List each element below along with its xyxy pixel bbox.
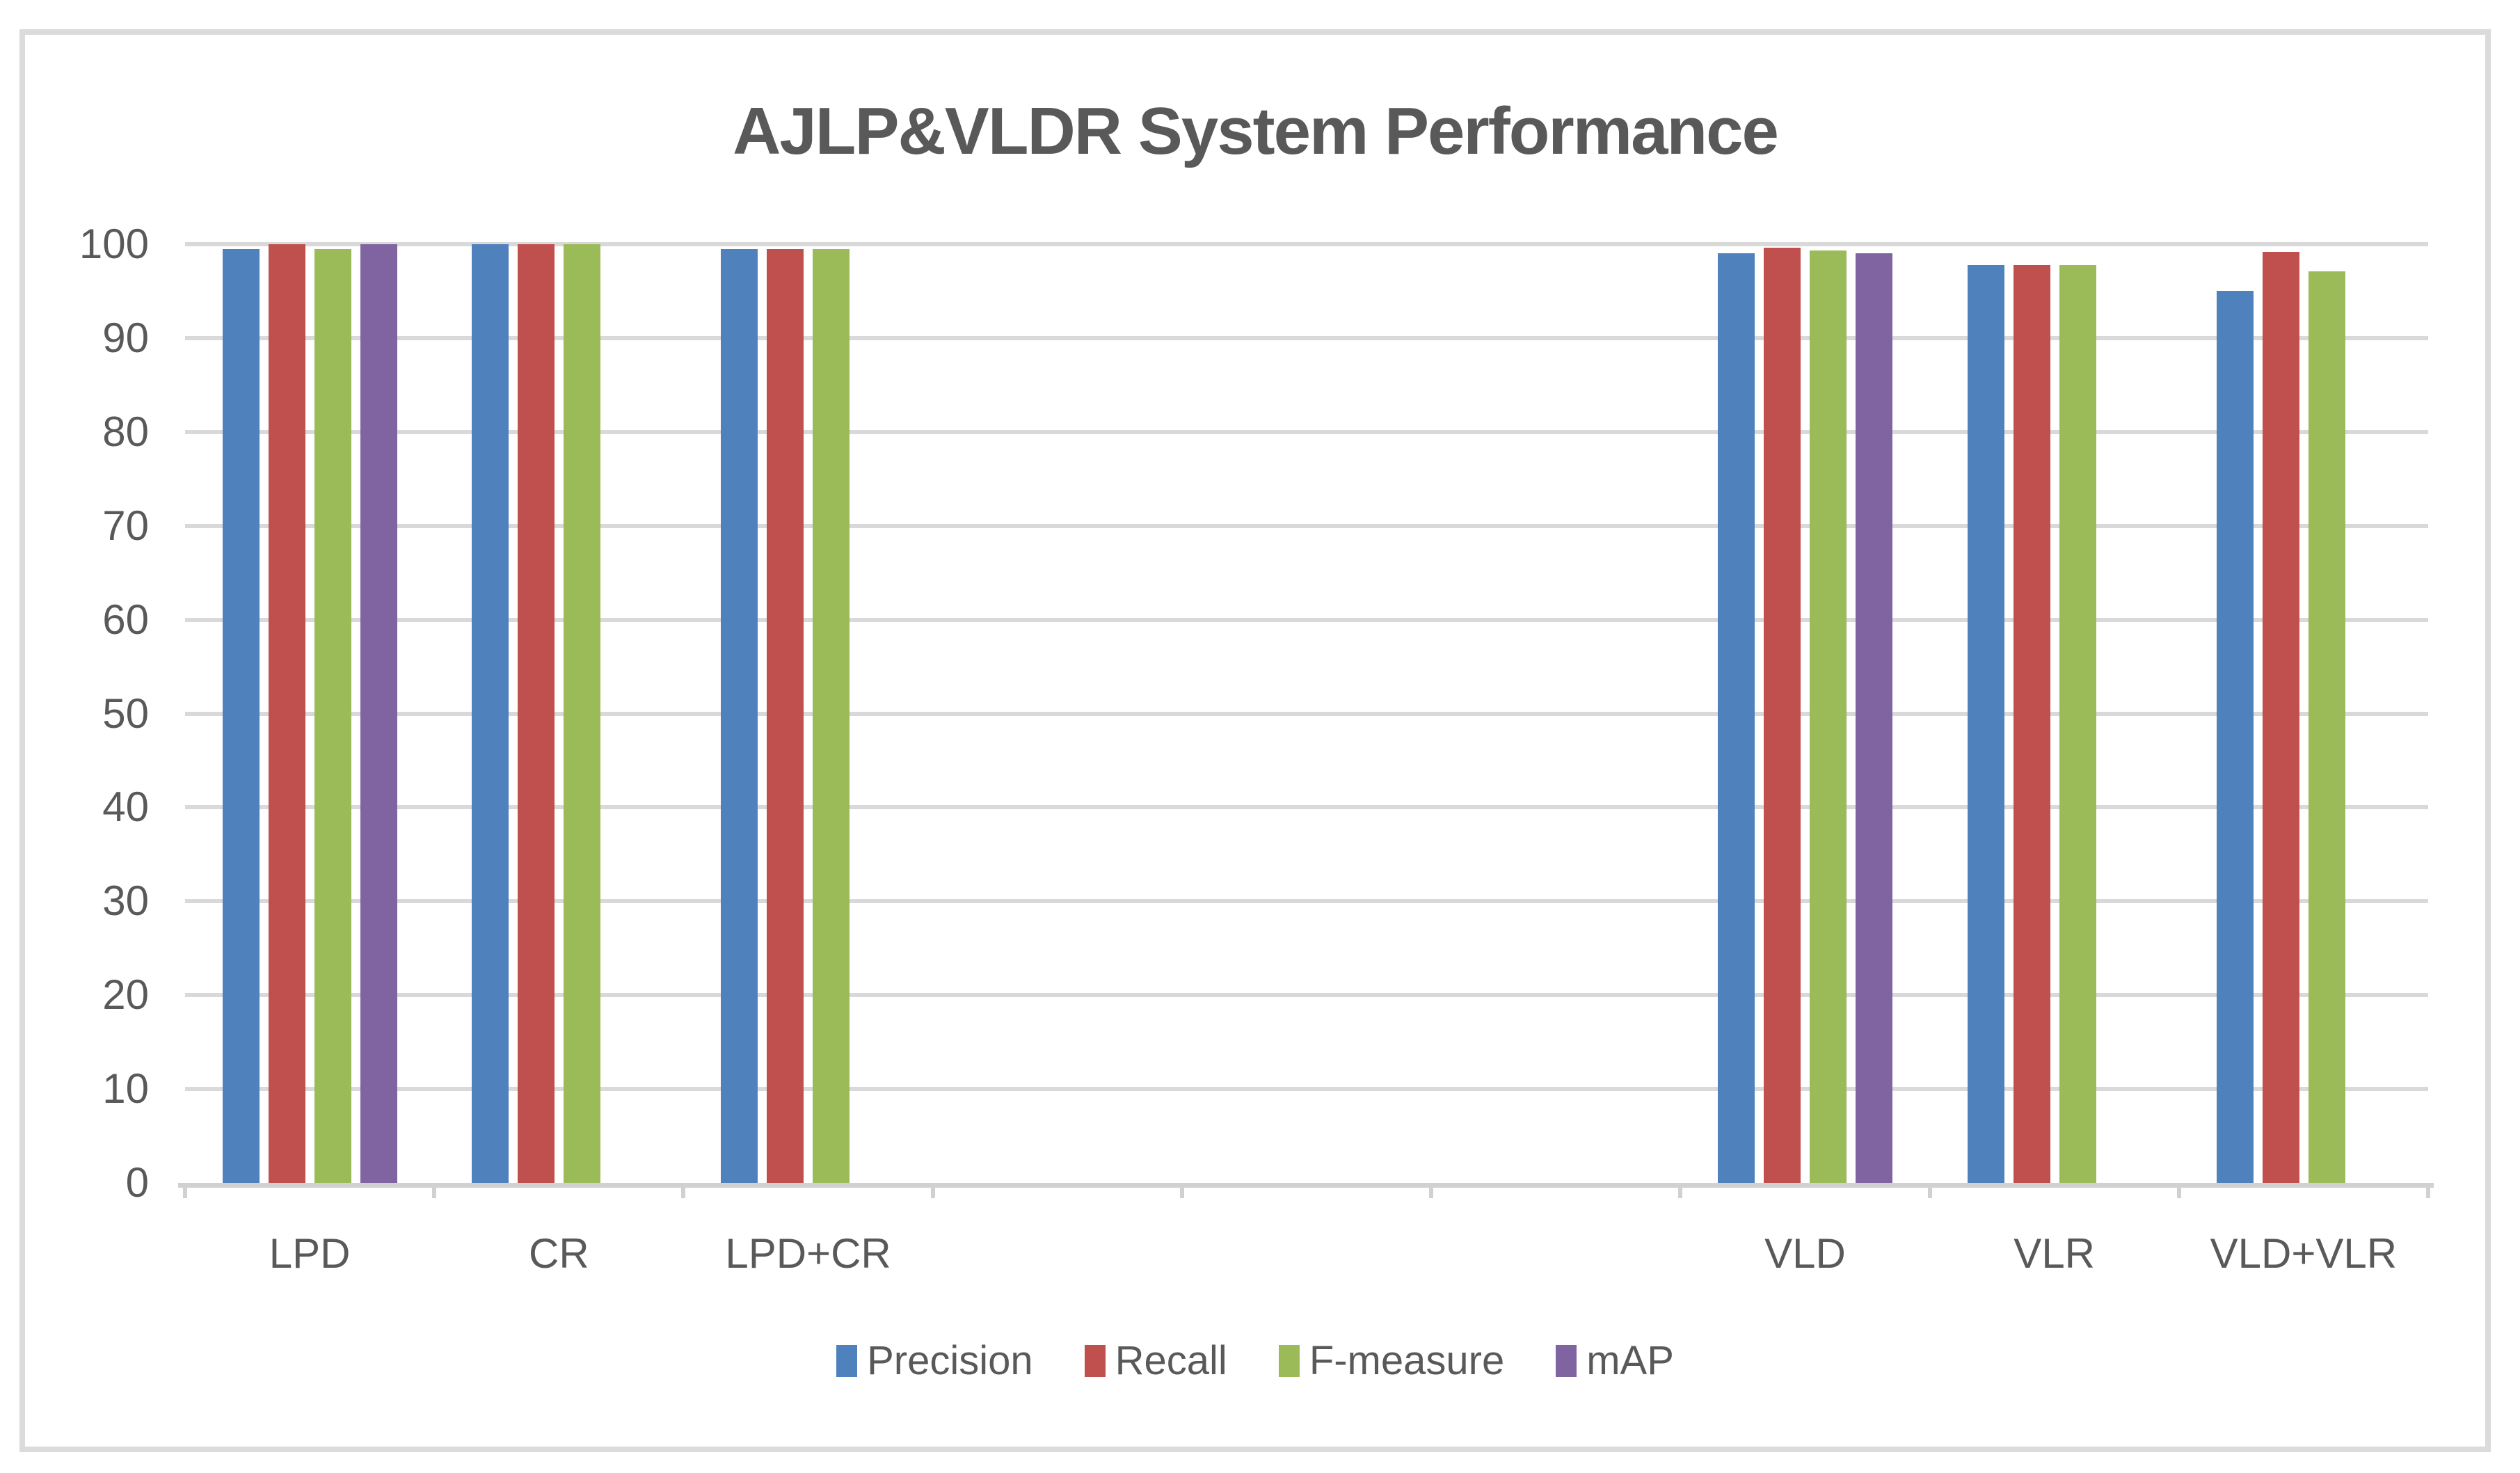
bar-recall-LPD+CR bbox=[767, 248, 804, 1183]
y-gridline bbox=[185, 242, 2428, 246]
y-axis-tick-label: 0 bbox=[125, 1159, 149, 1206]
y-axis-tick-label: 90 bbox=[102, 314, 149, 361]
x-axis-tick bbox=[1429, 1183, 1434, 1198]
bar-recall-VLD bbox=[1764, 248, 1801, 1183]
bar-recall-VLD+VLR bbox=[2262, 251, 2299, 1183]
bar-map-VLD bbox=[1856, 253, 1893, 1183]
legend-swatch-map bbox=[1556, 1345, 1577, 1377]
bar-f-measure-LPD+CR bbox=[813, 248, 850, 1183]
x-axis-tick bbox=[183, 1183, 187, 1198]
bar-recall-LPD bbox=[269, 244, 305, 1183]
y-gridline bbox=[185, 617, 2428, 622]
x-axis-tick bbox=[2176, 1183, 2181, 1198]
bar-precision-VLD bbox=[1718, 253, 1755, 1183]
bar-precision-VLD+VLR bbox=[2216, 291, 2254, 1183]
y-gridline bbox=[185, 993, 2428, 998]
x-axis-category-label: VLR bbox=[2013, 1230, 2096, 1277]
x-axis-tick bbox=[2426, 1183, 2430, 1198]
y-gridline bbox=[185, 1087, 2428, 1092]
y-gridline bbox=[185, 711, 2428, 716]
legend-item-f-measure: F-measure bbox=[1278, 1338, 1505, 1383]
y-gridline bbox=[185, 805, 2428, 810]
bar-f-measure-CR bbox=[564, 244, 601, 1183]
x-axis-category-label: VLD bbox=[1764, 1230, 1846, 1277]
bar-recall-VLR bbox=[2013, 264, 2050, 1183]
x-axis-category-label: CR bbox=[528, 1230, 589, 1277]
chart-frame: AJLP&VLDR System Performance Precision Re… bbox=[19, 29, 2491, 1452]
legend-item-precision: Precision bbox=[836, 1341, 1033, 1381]
chart-legend: Precision Recall F-measure mAP bbox=[19, 1341, 2491, 1381]
y-axis-tick-label: 100 bbox=[79, 221, 149, 267]
y-gridline bbox=[185, 429, 2428, 434]
bar-map-LPD bbox=[360, 244, 397, 1183]
bar-precision-VLR bbox=[1967, 264, 2004, 1183]
x-axis-line bbox=[178, 1183, 2434, 1188]
bar-f-measure-VLD+VLR bbox=[2308, 271, 2345, 1183]
bar-precision-CR bbox=[472, 244, 509, 1183]
legend-label: mAP bbox=[1586, 1338, 1674, 1383]
bar-precision-LPD+CR bbox=[721, 248, 758, 1183]
x-axis-tick bbox=[1927, 1183, 1932, 1198]
x-axis-tick bbox=[432, 1183, 437, 1198]
y-axis-tick-label: 10 bbox=[102, 1065, 149, 1113]
chart-title: AJLP&VLDR System Performance bbox=[733, 94, 1779, 168]
y-axis-tick-label: 70 bbox=[102, 502, 149, 549]
x-axis-tick bbox=[930, 1183, 935, 1198]
x-axis-category-label: VLD+VLR bbox=[2210, 1230, 2398, 1277]
y-gridline bbox=[185, 523, 2428, 528]
x-axis-category-label: LPD bbox=[269, 1230, 351, 1277]
legend-swatch-precision bbox=[836, 1345, 858, 1377]
y-axis-tick-label: 30 bbox=[102, 877, 149, 925]
y-axis-tick-label: 40 bbox=[102, 783, 149, 831]
legend-swatch-f-measure bbox=[1278, 1345, 1300, 1377]
bar-precision-LPD bbox=[223, 248, 260, 1183]
legend-label: Recall bbox=[1115, 1338, 1227, 1383]
legend-label: Precision bbox=[867, 1338, 1033, 1383]
x-axis-category-label: LPD+CR bbox=[725, 1230, 891, 1277]
y-axis-tick-label: 60 bbox=[102, 596, 149, 643]
y-gridline bbox=[185, 899, 2428, 904]
y-gridline bbox=[185, 335, 2428, 340]
legend-swatch-recall bbox=[1084, 1345, 1106, 1377]
x-axis-tick bbox=[1678, 1183, 1683, 1198]
x-axis-tick bbox=[1179, 1183, 1184, 1198]
legend-item-recall: Recall bbox=[1084, 1338, 1227, 1383]
bar-f-measure-VLR bbox=[2059, 264, 2096, 1183]
bar-f-measure-LPD bbox=[314, 248, 351, 1183]
bar-f-measure-VLD bbox=[1810, 250, 1847, 1183]
y-axis-tick-label: 50 bbox=[102, 690, 149, 737]
x-axis-tick bbox=[681, 1183, 686, 1198]
y-axis-tick-label: 80 bbox=[102, 408, 149, 455]
bar-recall-CR bbox=[518, 244, 555, 1183]
legend-label: F-measure bbox=[1309, 1338, 1505, 1383]
legend-item-map: mAP bbox=[1556, 1341, 1674, 1381]
y-axis-tick-label: 20 bbox=[102, 971, 149, 1019]
